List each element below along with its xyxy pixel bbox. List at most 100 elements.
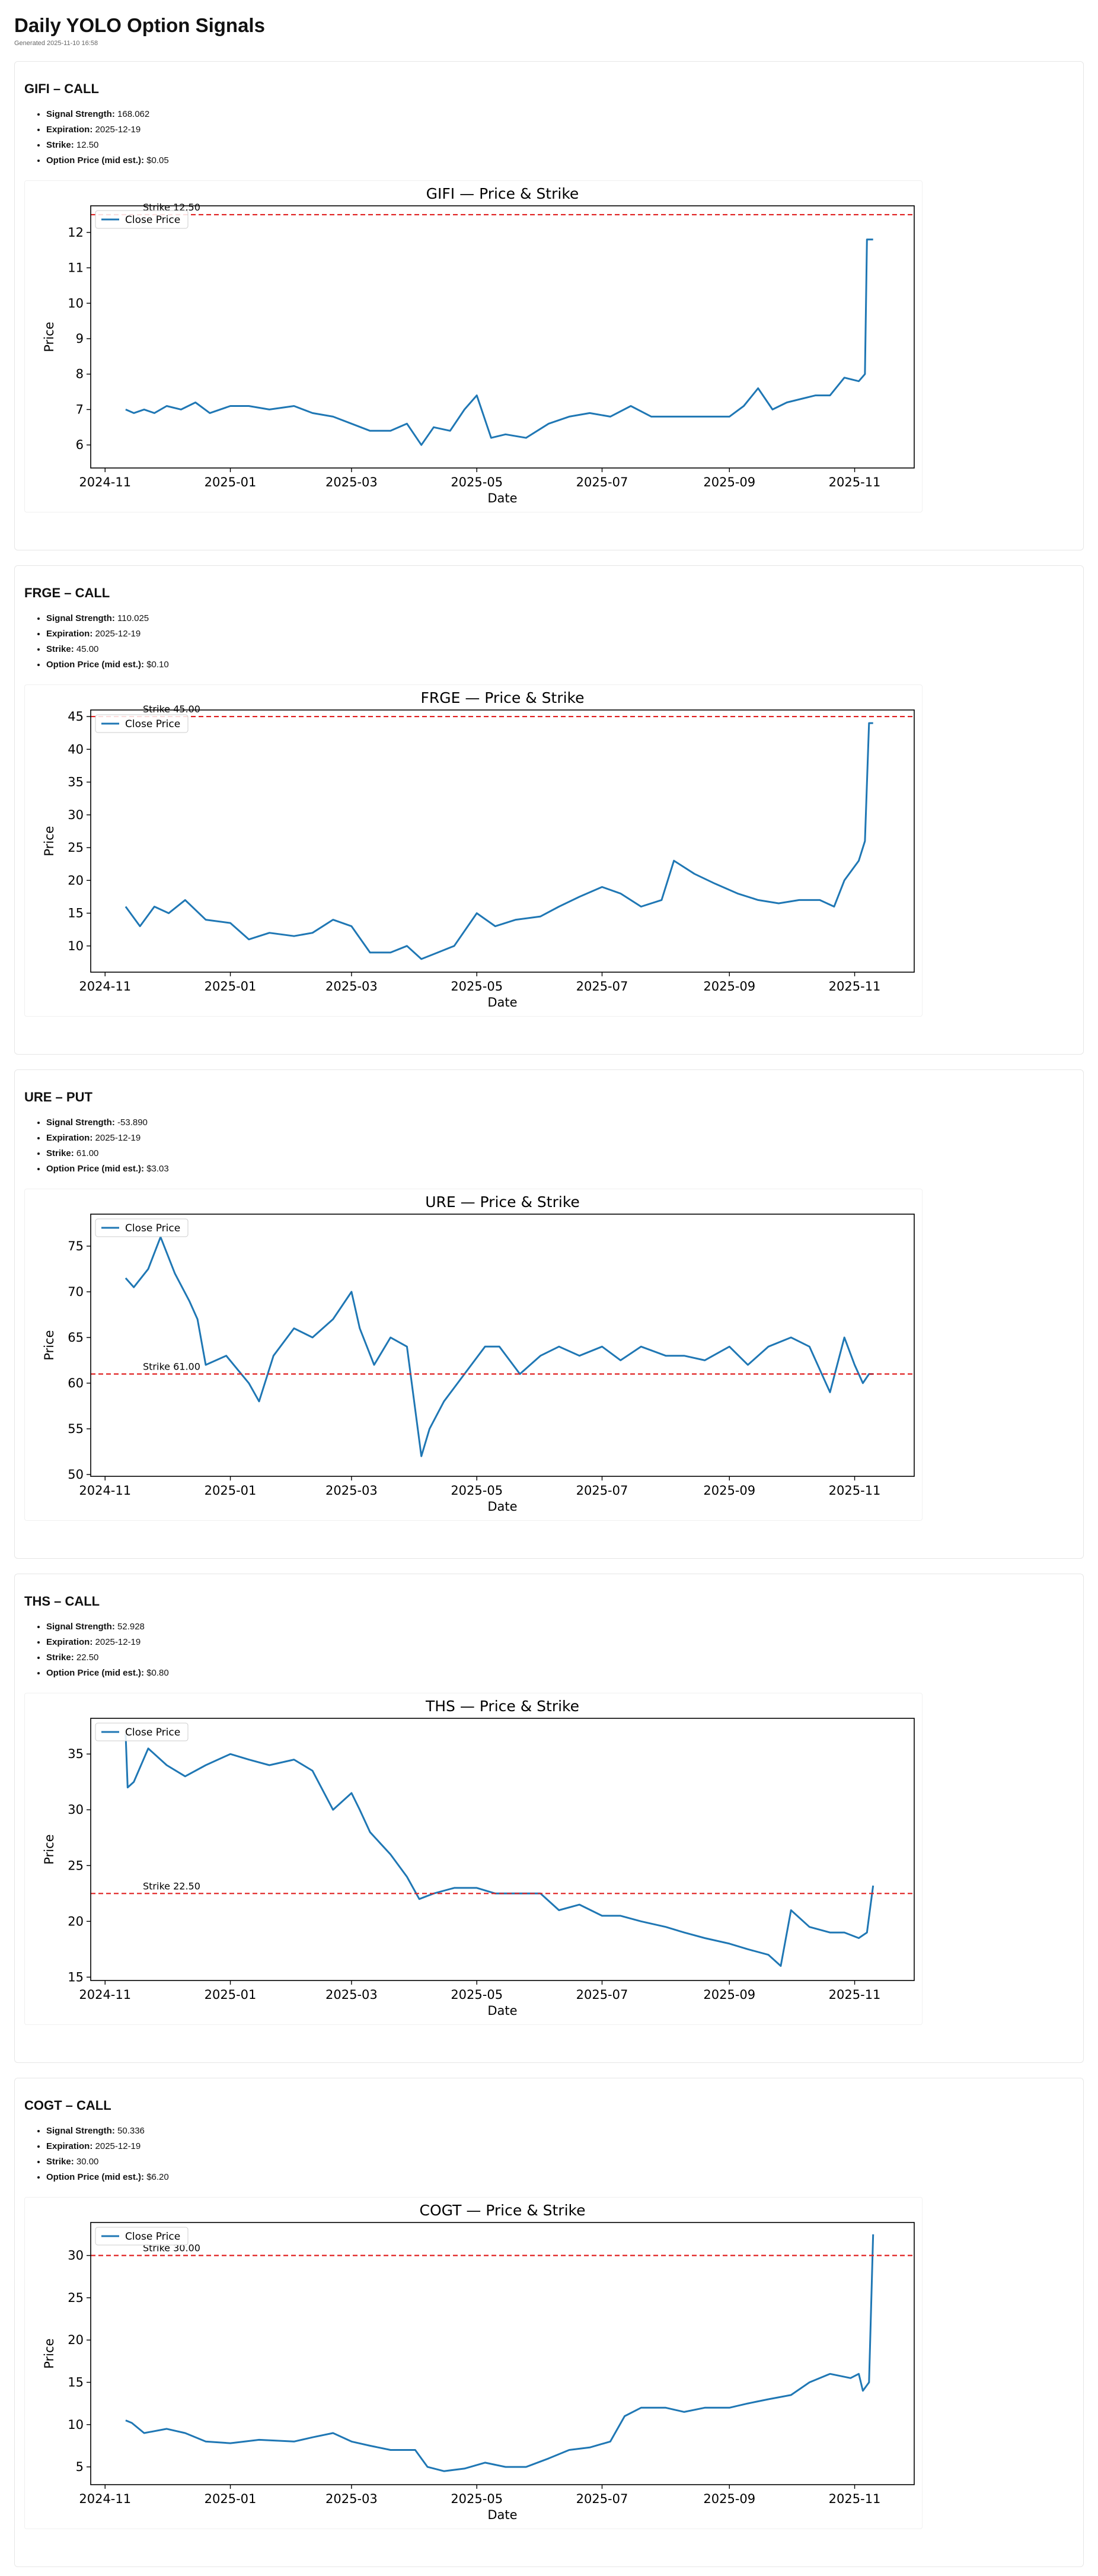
signal-strength-item: Signal Strength: 110.025	[46, 611, 1074, 626]
expiration-value: 2025-12-19	[95, 2141, 141, 2151]
y-tick-label: 30	[68, 1803, 84, 1817]
y-tick-label: 65	[68, 1330, 84, 1345]
expiration-value: 2025-12-19	[95, 1133, 141, 1143]
y-tick-label: 15	[68, 906, 84, 921]
legend-label: Close Price	[125, 1222, 180, 1234]
y-axis-label: Price	[42, 1330, 56, 1360]
chart-legend: Close Price	[95, 714, 189, 733]
option-price-value: $0.05	[146, 155, 169, 165]
strike-value: 12.50	[76, 140, 99, 150]
x-axis-label: Date	[487, 1499, 517, 1514]
x-axis-label: Date	[487, 995, 517, 1010]
x-axis-label: Date	[487, 2004, 517, 2018]
strike-value: 45.00	[76, 644, 99, 654]
legend-label: Close Price	[125, 718, 180, 730]
strike-value: 30.00	[76, 2157, 99, 2167]
chart-svg: FRGE — Price & Strike Strike 45.00 2024-11…	[42, 689, 915, 1010]
expiration-label: Expiration:	[46, 1637, 93, 1647]
legend-box	[95, 1218, 189, 1237]
x-tick-label: 2025-07	[576, 1483, 628, 1498]
signal-details: Signal Strength: 50.336Expiration: 2025-…	[24, 2123, 1074, 2185]
y-tick-label: 30	[68, 2249, 84, 2263]
strike-item: Strike: 12.50	[46, 138, 1074, 153]
strike-value: 61.00	[76, 1148, 99, 1158]
x-tick-label: 2025-11	[829, 979, 881, 994]
option-price-item: Option Price (mid est.): $3.03	[46, 1161, 1074, 1177]
expiration-item: Expiration: 2025-12-19	[46, 2139, 1074, 2154]
price-strike-chart: GIFI — Price & Strike Strike 12.50 2024-11…	[24, 180, 923, 512]
y-tick-label: 15	[68, 1970, 84, 1984]
close-price-line	[125, 1236, 873, 1457]
signal-strength-label: Signal Strength:	[46, 2126, 115, 2136]
x-tick-label: 2025-09	[703, 1988, 755, 2002]
x-tick-label: 2025-11	[829, 475, 881, 489]
signal-details: Signal Strength: -53.890Expiration: 2025…	[24, 1115, 1074, 1177]
option-price-value: $0.80	[146, 1668, 169, 1678]
expiration-item: Expiration: 2025-12-19	[46, 626, 1074, 642]
x-tick-label: 2025-05	[451, 979, 503, 994]
chart-title: GIFI — Price & Strike	[426, 185, 579, 202]
y-tick-label: 12	[68, 225, 84, 240]
option-price-label: Option Price (mid est.):	[46, 155, 145, 165]
option-price-item: Option Price (mid est.): $0.80	[46, 1666, 1074, 1681]
x-tick-label: 2025-01	[205, 1483, 257, 1498]
strike-label: Strike:	[46, 1652, 74, 1663]
y-axis-label: Price	[42, 321, 56, 352]
y-tick-label: 25	[68, 2291, 84, 2305]
x-tick-label: 2025-09	[703, 2492, 755, 2506]
strike-item: Strike: 22.50	[46, 1650, 1074, 1666]
strike-item: Strike: 30.00	[46, 2154, 1074, 2170]
signal-strength-item: Signal Strength: 50.336	[46, 2123, 1074, 2139]
signal-heading: FRGE – CALL	[24, 585, 110, 600]
y-tick-label: 10	[68, 296, 84, 310]
strike-label: Strike:	[46, 140, 74, 150]
y-tick-label: 7	[76, 402, 84, 416]
y-tick-label: 25	[68, 1858, 84, 1873]
signal-card: COGT – CALLSignal Strength: 50.336Expira…	[14, 2078, 1084, 2567]
close-price-line	[125, 238, 873, 446]
x-tick-label: 2025-07	[576, 475, 628, 489]
y-tick-label: 45	[68, 709, 84, 724]
x-tick-label: 2025-03	[325, 1483, 378, 1498]
legend-box	[95, 210, 189, 229]
expiration-label: Expiration:	[46, 2141, 93, 2151]
signal-strength-value: -53.890	[117, 1117, 148, 1128]
price-strike-chart: FRGE — Price & Strike Strike 45.00 2024-11…	[24, 684, 923, 1017]
price-strike-chart: URE — Price & Strike Strike 61.00 2024-11 2…	[24, 1189, 923, 1521]
signal-strength-label: Signal Strength:	[46, 1622, 115, 1632]
x-tick-label: 2025-07	[576, 979, 628, 994]
x-tick-label: 2025-05	[451, 1483, 503, 1498]
expiration-label: Expiration:	[46, 125, 93, 135]
x-tick-label: 2024-11	[79, 2492, 131, 2506]
y-tick-label: 6	[76, 438, 84, 452]
legend-box	[95, 2227, 189, 2246]
expiration-label: Expiration:	[46, 1133, 93, 1143]
option-price-value: $0.10	[146, 660, 169, 670]
chart-title: URE — Price & Strike	[425, 1193, 580, 1211]
x-tick-label: 2025-09	[703, 475, 755, 489]
signal-strength-value: 110.025	[117, 613, 149, 623]
x-tick-label: 2025-01	[205, 1988, 257, 2002]
strike-label: Strike 45.00	[143, 703, 200, 715]
legend-label: Close Price	[125, 2231, 180, 2243]
y-tick-label: 40	[68, 742, 84, 756]
x-tick-label: 2025-07	[576, 1988, 628, 2002]
y-tick-label: 35	[68, 775, 84, 789]
x-axis-label: Date	[487, 2508, 517, 2522]
y-tick-label: 11	[68, 261, 84, 275]
signal-details: Signal Strength: 110.025Expiration: 2025…	[24, 611, 1074, 673]
option-price-value: $6.20	[146, 2172, 169, 2182]
option-price-item: Option Price (mid est.): $6.20	[46, 2170, 1074, 2185]
strike-label: Strike 22.50	[143, 1880, 200, 1892]
x-tick-label: 2025-05	[451, 475, 503, 489]
option-price-value: $3.03	[146, 1164, 169, 1174]
x-tick-label: 2025-01	[205, 2492, 257, 2506]
strike-label: Strike 61.00	[143, 1361, 200, 1373]
y-tick-label: 35	[68, 1747, 84, 1761]
y-tick-label: 75	[68, 1239, 84, 1253]
chart-svg: URE — Price & Strike Strike 61.00 2024-11 2…	[42, 1193, 915, 1514]
chart-title: COGT — Price & Strike	[419, 2202, 585, 2219]
strike-label: Strike:	[46, 2157, 74, 2167]
chart-legend: Close Price	[95, 210, 189, 229]
